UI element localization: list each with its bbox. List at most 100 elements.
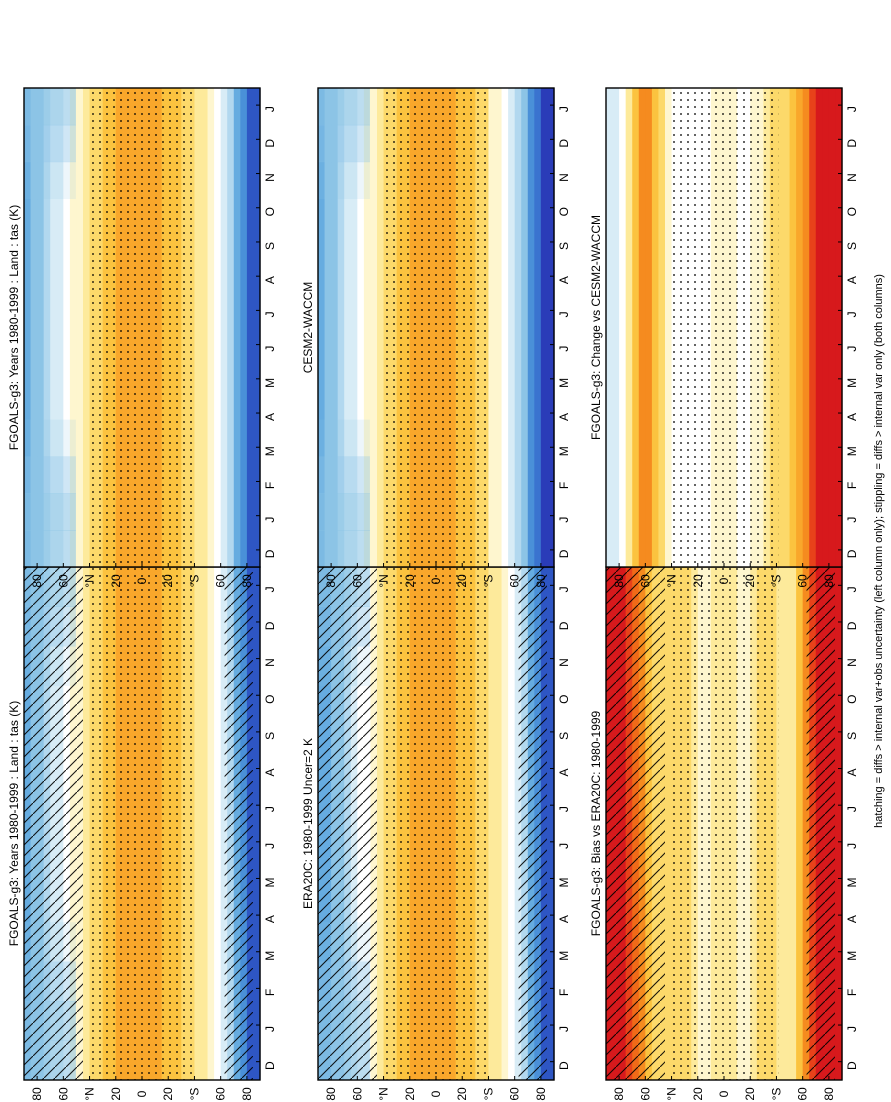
month-tick-label: A (845, 915, 859, 923)
heatmap-band (24, 88, 32, 567)
seasonal-cold-patch (24, 493, 76, 531)
month-tick-label: F (845, 482, 859, 489)
seasonal-cold-patch (24, 456, 76, 494)
hatching-overlay (806, 567, 835, 1080)
lat-tick-label: 20 (109, 574, 123, 588)
heatmap-band (370, 88, 378, 567)
month-tick-label: F (845, 989, 859, 996)
lat-tick-label: 80 (324, 1087, 338, 1101)
heatmap-band (207, 88, 215, 567)
heatmap-band (815, 88, 823, 567)
lat-tick-label: °N (665, 1087, 679, 1100)
month-tick-label: S (845, 732, 859, 740)
month-tick-label: S (557, 732, 571, 740)
heatmap-band (63, 88, 71, 567)
lat-tick-label: 60 (508, 574, 522, 588)
month-tick-label: O (263, 695, 277, 704)
stippling-overlay (384, 567, 491, 1080)
heatmap-band (658, 88, 666, 567)
heatmap-band (253, 567, 261, 1080)
lat-tick-label: 60 (638, 574, 652, 588)
month-tick-label: J (845, 843, 859, 849)
heatmap-band (377, 88, 385, 567)
heatmap-band (789, 88, 797, 567)
month-tick-label: J (845, 586, 859, 592)
heatmap-band (37, 88, 45, 567)
month-tick-label: J (557, 806, 571, 812)
hatching-overlay (518, 567, 547, 1080)
panel-5: 80 60 °N 20 0 20 °S 60 80 D J F M A M J J A S O N D J FGOALS-g3… (589, 87, 859, 588)
lat-tick-label: 80 (324, 574, 338, 588)
month-tick-label: A (845, 769, 859, 777)
heatmap-band (488, 567, 496, 1080)
seasonal-cold-patch (24, 161, 76, 200)
month-tick-label: O (557, 695, 571, 704)
month-tick-label: N (845, 658, 859, 667)
heatmap-band (828, 88, 837, 567)
lat-tick-label: 60 (214, 1087, 228, 1101)
month-tick-label: J (263, 311, 277, 317)
heatmap-band (324, 88, 332, 567)
month-tick-label: J (557, 586, 571, 592)
month-tick-label: J (263, 106, 277, 112)
heatmap-band (651, 88, 660, 567)
heatmap-band (214, 88, 222, 567)
heatmap-band (796, 88, 804, 567)
month-tick-label: O (557, 207, 571, 216)
month-tick-label: D (557, 139, 571, 148)
lat-tick-label: 20 (161, 1087, 175, 1101)
panel-title: CESM2-WACCM (301, 282, 315, 374)
month-tick-label: A (557, 276, 571, 284)
month-tick-label: M (845, 877, 859, 887)
month-tick-label: A (557, 769, 571, 777)
heatmap-band (665, 567, 673, 1080)
lat-tick-label: 80 (240, 1087, 254, 1101)
stippling-overlay (672, 88, 779, 567)
panel-2: 80 60 °N 20 0 20 °S 60 80 D J F M A M J J A S O N D J ERA20C: 1… (301, 566, 571, 1101)
lat-tick-label: °S (481, 575, 495, 588)
month-tick-label: O (263, 207, 277, 216)
stippling-overlay (384, 88, 491, 567)
lat-tick-label: 80 (30, 574, 44, 588)
heatmap-band (201, 88, 209, 567)
lat-tick-label: 20 (743, 1087, 757, 1101)
heatmap-band (796, 567, 804, 1080)
month-tick-label: O (845, 207, 859, 216)
lat-tick-label: 0 (429, 577, 443, 584)
heatmap-band (783, 88, 791, 567)
lat-tick-label: 80 (30, 1087, 44, 1101)
lat-tick-label: 20 (455, 1087, 469, 1101)
heatmap-band (835, 567, 843, 1080)
heatmap-band (619, 88, 627, 567)
seasonal-cold-patch (318, 456, 370, 494)
heatmap-band (331, 88, 339, 567)
month-tick-label: O (845, 695, 859, 704)
heatmap-band (377, 567, 385, 1080)
heatmap-band (665, 88, 673, 567)
heatmap-band (488, 88, 496, 567)
panel-1: 80 60 °N 20 0 20 °S 60 80 D J F M A M J J A S O N D J FGOALS-g3… (7, 87, 277, 588)
heatmap-band (83, 88, 91, 567)
heatmap-band (363, 88, 372, 567)
seasonal-cold-patch (318, 161, 370, 200)
heatmap-band (776, 567, 784, 1080)
month-tick-label: N (557, 658, 571, 667)
month-tick-label: A (845, 276, 859, 284)
heatmap-band (527, 88, 535, 567)
lat-tick-label: 20 (691, 574, 705, 588)
month-tick-label: S (557, 242, 571, 250)
lat-tick-label: 60 (508, 1087, 522, 1101)
lat-tick-label: °S (187, 1088, 201, 1101)
month-tick-label: D (845, 1061, 859, 1070)
month-tick-label: J (557, 517, 571, 523)
lat-tick-label: 60 (214, 574, 228, 588)
month-tick-label: A (263, 769, 277, 777)
lat-tick-label: 20 (743, 574, 757, 588)
seasonal-cold-patch (318, 493, 370, 531)
month-tick-label: J (263, 586, 277, 592)
month-tick-label: F (263, 989, 277, 996)
month-tick-label: S (263, 242, 277, 250)
heatmap-band (76, 88, 84, 567)
heatmap-band (783, 567, 791, 1080)
